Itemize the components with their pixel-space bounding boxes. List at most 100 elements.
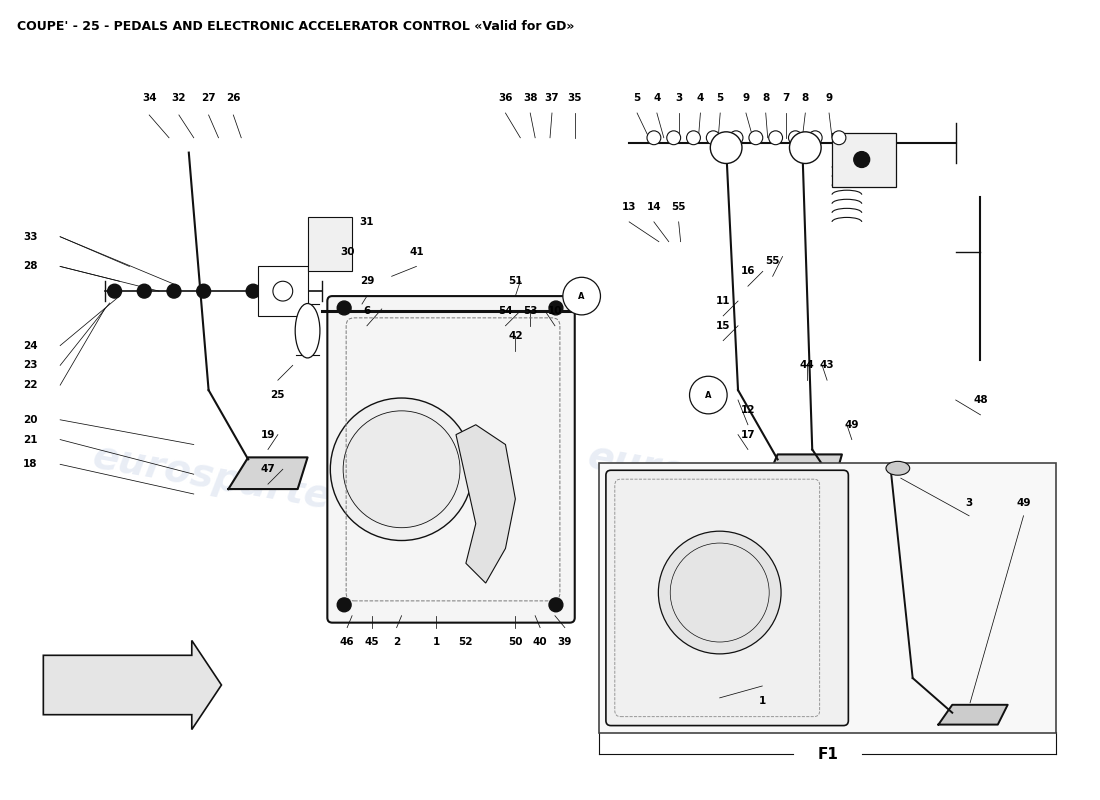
Circle shape xyxy=(690,376,727,414)
Text: 35: 35 xyxy=(568,93,582,103)
Text: 44: 44 xyxy=(800,360,815,370)
Text: 25: 25 xyxy=(271,390,285,400)
Ellipse shape xyxy=(295,303,320,358)
Text: 48: 48 xyxy=(974,395,988,405)
Circle shape xyxy=(670,543,769,642)
Text: 26: 26 xyxy=(227,93,241,103)
Text: 5: 5 xyxy=(716,93,724,103)
Text: 31: 31 xyxy=(360,217,374,227)
Circle shape xyxy=(729,131,743,145)
Circle shape xyxy=(286,284,299,298)
Text: 4: 4 xyxy=(653,93,661,103)
Text: 41: 41 xyxy=(409,246,424,257)
Text: 4: 4 xyxy=(696,93,704,103)
Circle shape xyxy=(769,131,782,145)
Text: 32: 32 xyxy=(172,93,186,103)
Text: 6: 6 xyxy=(363,306,371,316)
Text: 54: 54 xyxy=(498,306,513,316)
Text: 39: 39 xyxy=(558,638,572,647)
Text: 37: 37 xyxy=(544,93,559,103)
Bar xyxy=(832,133,896,187)
Polygon shape xyxy=(456,425,516,583)
Polygon shape xyxy=(938,705,1008,725)
Text: 3: 3 xyxy=(675,93,682,103)
Circle shape xyxy=(108,284,121,298)
Text: A: A xyxy=(705,390,712,399)
Text: 30: 30 xyxy=(340,246,354,257)
Polygon shape xyxy=(229,458,308,489)
Text: 43: 43 xyxy=(820,360,835,370)
Circle shape xyxy=(659,531,781,654)
Text: 47: 47 xyxy=(261,464,275,474)
Text: 40: 40 xyxy=(532,638,548,647)
Circle shape xyxy=(343,411,460,528)
Circle shape xyxy=(706,131,721,145)
Text: 7: 7 xyxy=(782,93,789,103)
Circle shape xyxy=(197,284,210,298)
Circle shape xyxy=(330,398,473,541)
Bar xyxy=(258,266,308,316)
Text: 15: 15 xyxy=(716,321,730,330)
Text: 49: 49 xyxy=(1016,498,1031,508)
Text: 51: 51 xyxy=(508,276,522,286)
Text: A: A xyxy=(579,291,585,301)
Text: 45: 45 xyxy=(364,638,380,647)
Text: 19: 19 xyxy=(261,430,275,440)
Circle shape xyxy=(273,282,293,301)
Text: 8: 8 xyxy=(802,93,808,103)
Text: 10: 10 xyxy=(548,306,562,316)
Bar xyxy=(308,217,352,271)
Text: 42: 42 xyxy=(508,330,522,341)
Text: 50: 50 xyxy=(508,638,522,647)
Text: 13: 13 xyxy=(621,202,637,212)
Polygon shape xyxy=(762,454,842,489)
Circle shape xyxy=(832,131,846,145)
Text: 55: 55 xyxy=(671,202,686,212)
Text: 16: 16 xyxy=(740,266,756,276)
Circle shape xyxy=(790,132,821,163)
Circle shape xyxy=(854,152,870,167)
FancyBboxPatch shape xyxy=(328,296,574,622)
Text: 55: 55 xyxy=(766,257,780,266)
Text: 20: 20 xyxy=(23,414,37,425)
Text: 34: 34 xyxy=(142,93,156,103)
Text: F1: F1 xyxy=(817,746,838,762)
Text: 17: 17 xyxy=(740,430,756,440)
Circle shape xyxy=(667,131,681,145)
Circle shape xyxy=(549,598,563,612)
Text: 36: 36 xyxy=(498,93,513,103)
Text: 12: 12 xyxy=(740,405,756,415)
Circle shape xyxy=(686,131,701,145)
Circle shape xyxy=(647,131,661,145)
Circle shape xyxy=(246,284,260,298)
Circle shape xyxy=(338,598,351,612)
Text: 38: 38 xyxy=(522,93,538,103)
Text: 49: 49 xyxy=(845,420,859,430)
Circle shape xyxy=(808,131,822,145)
Polygon shape xyxy=(851,518,936,554)
Circle shape xyxy=(789,131,802,145)
Text: 28: 28 xyxy=(23,262,37,271)
Text: 2: 2 xyxy=(393,638,400,647)
Text: 14: 14 xyxy=(647,202,661,212)
Text: 18: 18 xyxy=(23,459,37,470)
Text: 11: 11 xyxy=(716,296,730,306)
Text: 29: 29 xyxy=(360,276,374,286)
Text: 21: 21 xyxy=(23,434,37,445)
Text: COUPE' - 25 - PEDALS AND ELECTRONIC ACCELERATOR CONTROL «Valid for GD»: COUPE' - 25 - PEDALS AND ELECTRONIC ACCE… xyxy=(16,20,574,33)
Ellipse shape xyxy=(886,462,910,475)
FancyBboxPatch shape xyxy=(606,470,848,726)
Text: 24: 24 xyxy=(23,341,37,350)
Circle shape xyxy=(563,278,601,315)
Circle shape xyxy=(167,284,180,298)
Text: 3: 3 xyxy=(966,498,972,508)
Text: 53: 53 xyxy=(522,306,538,316)
Text: 38: 38 xyxy=(661,529,676,538)
Text: 5: 5 xyxy=(634,93,640,103)
Circle shape xyxy=(749,131,762,145)
Circle shape xyxy=(138,284,151,298)
Text: 27: 27 xyxy=(201,93,216,103)
Text: 9: 9 xyxy=(742,93,749,103)
Text: 9: 9 xyxy=(825,93,833,103)
Polygon shape xyxy=(43,641,221,730)
